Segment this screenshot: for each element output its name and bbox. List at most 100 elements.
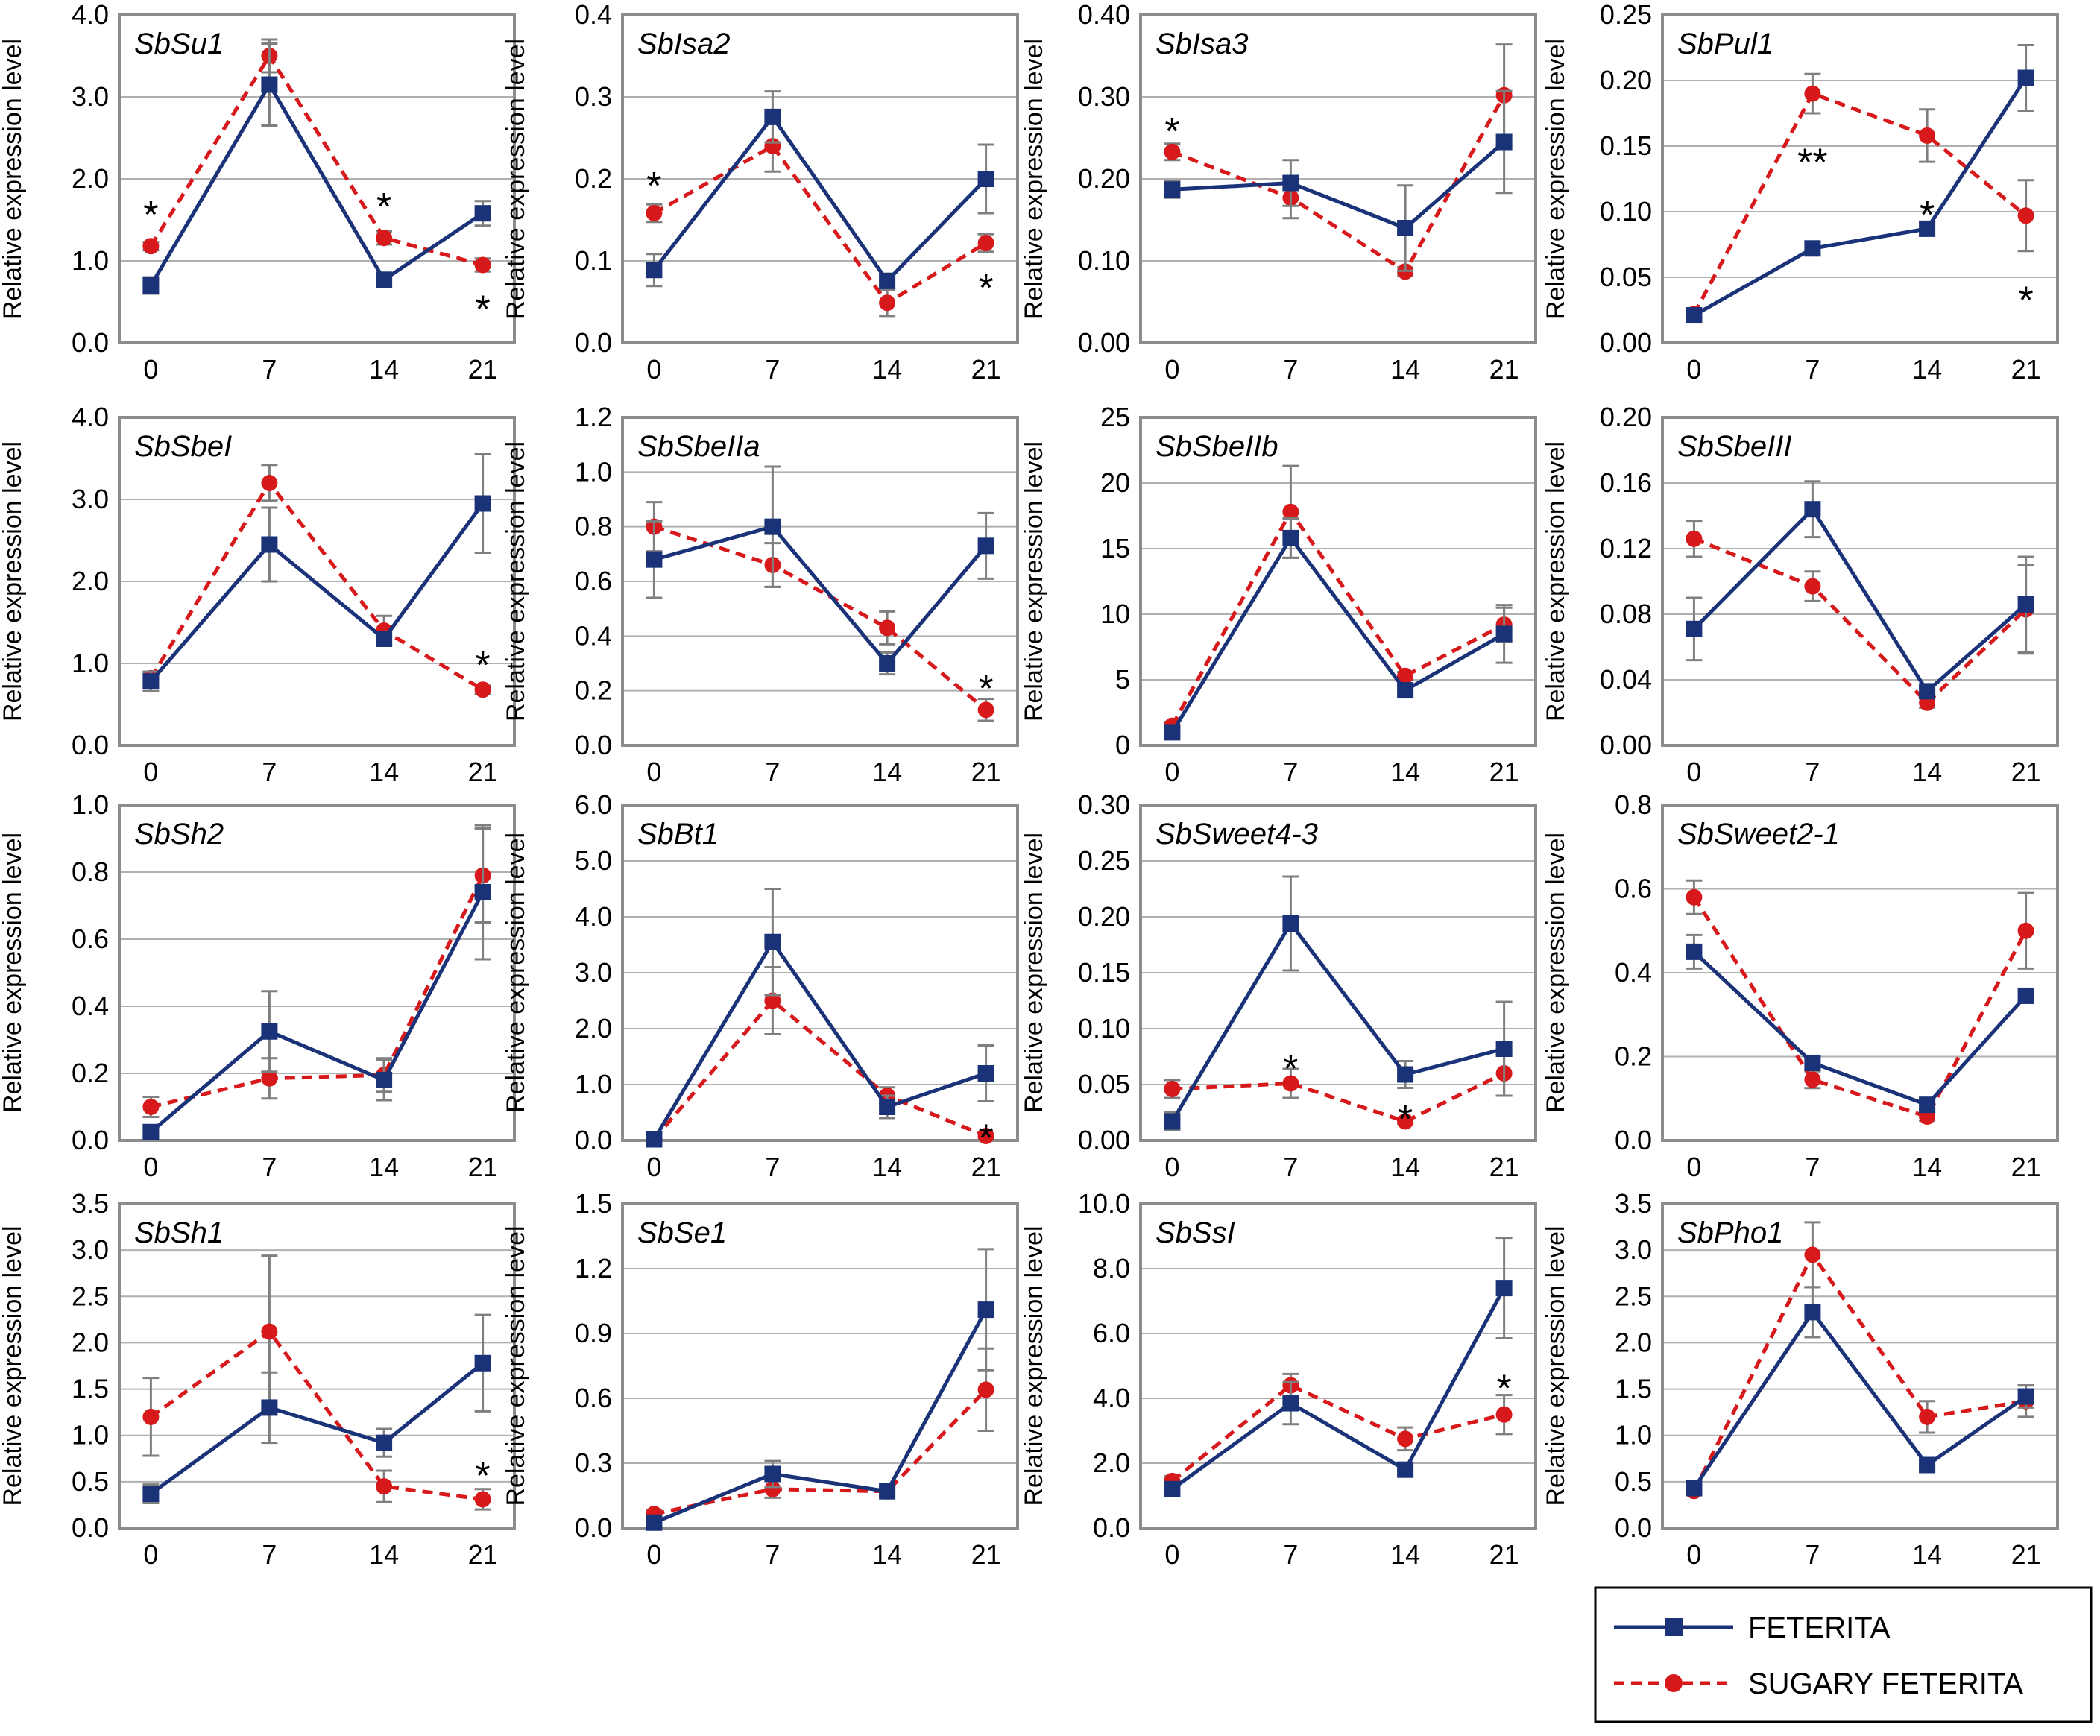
panel-sbsweet2-1: 0.0 0.2 0.4 0.6 0.8 0 7 14 21 Relative expression… <box>1542 789 2059 1182</box>
y-tick-label: 0.9 <box>575 1318 612 1348</box>
y-tick-label: 0.00 <box>1600 327 1652 358</box>
x-tick-label: 7 <box>765 1539 780 1570</box>
x-tick-label: 7 <box>1805 1539 1820 1570</box>
point-feterita <box>142 1486 160 1503</box>
y-tick-label: 3.0 <box>72 81 109 112</box>
point-feterita <box>474 205 491 222</box>
point-feterita <box>474 495 491 512</box>
panel-sbssi: 0.0 2.0 4.0 6.0 8.0 10.0 0 7 14 21 Relative expres… <box>1020 1188 1537 1570</box>
series-line-feterita <box>1692 950 2028 1107</box>
series-line-feterita <box>653 525 988 666</box>
point-feterita <box>977 1301 994 1319</box>
significance-marker: * <box>376 186 391 229</box>
y-tick-label: 3.5 <box>1615 1188 1652 1219</box>
point-sugary-feterita <box>764 992 781 1009</box>
legend-sugary-marker <box>1665 1674 1683 1692</box>
y-tick-label: 0.25 <box>1600 0 1652 30</box>
series-line-sugary-feterita <box>1172 1071 1505 1123</box>
y-tick-label: 0.4 <box>575 620 612 651</box>
point-feterita <box>1804 1304 1821 1321</box>
series-line-sugary-feterita <box>1692 896 2028 1119</box>
point-feterita <box>142 673 160 690</box>
point-sugary-feterita <box>1919 127 1936 144</box>
point-feterita <box>1686 943 1703 960</box>
series-line-sugary-feterita <box>1692 92 2028 315</box>
point-feterita <box>1282 1395 1299 1412</box>
point-feterita <box>376 1072 393 1088</box>
x-tick-label: 14 <box>1912 1152 1942 1182</box>
x-tick-label: 0 <box>143 354 158 385</box>
gene-title: SbSu1 <box>134 28 224 60</box>
y-tick-label: 0.6 <box>575 1383 612 1413</box>
y-tick-label: 0.4 <box>72 991 109 1021</box>
plot-frame <box>1139 416 1537 747</box>
x-tick-label: 0 <box>1164 354 1179 385</box>
series-line-feterita <box>1172 140 1506 230</box>
point-sugary-feterita <box>474 681 491 698</box>
gene-title: SbSbeIIa <box>637 430 760 463</box>
plot-frame <box>1661 1202 2059 1530</box>
panel-sbsbei: 0.0 1.0 2.0 3.0 4.0 0 7 14 21 Relative expression… <box>0 402 516 787</box>
y-tick-label: 0.25 <box>1078 845 1130 876</box>
point-feterita <box>1495 1280 1513 1297</box>
y-tick-label: 0.40 <box>1078 0 1130 30</box>
panel-sbisa2: 0.0 0.1 0.2 0.3 0.4 0 7 14 21 Relative expression… <box>502 0 1019 385</box>
series-line-sugary-feterita <box>150 874 485 1109</box>
point-sugary-feterita <box>1164 143 1181 160</box>
x-tick-label: 14 <box>872 1152 902 1182</box>
y-tick-label: 0.10 <box>1078 245 1130 276</box>
x-tick-label: 14 <box>872 1539 902 1570</box>
y-tick-label: 0.8 <box>72 856 109 887</box>
y-axis-label: Relative expression level <box>1542 39 1570 319</box>
panel-sbsbeiii: 0.00 0.04 0.08 0.12 0.16 0.20 0 7 14 21 Relative e… <box>1542 402 2059 787</box>
x-tick-label: 14 <box>369 1539 399 1570</box>
y-tick-label: 0.20 <box>1600 402 1652 432</box>
y-tick-label: 0.16 <box>1600 467 1652 498</box>
point-sugary-feterita <box>977 701 994 719</box>
x-tick-label: 21 <box>468 1539 498 1570</box>
point-sugary-feterita <box>1282 503 1299 520</box>
plot-frame <box>621 416 1019 747</box>
y-tick-label: 0.0 <box>575 327 612 358</box>
gene-title: SbBt1 <box>637 818 719 850</box>
y-tick-label: 5.0 <box>575 845 612 876</box>
y-tick-label: 1.0 <box>72 789 109 820</box>
x-tick-label: 0 <box>1164 757 1179 787</box>
y-tick-label: 0.2 <box>72 1058 109 1088</box>
y-tick-label: 3.0 <box>575 957 612 988</box>
x-tick-label: 14 <box>1390 354 1420 385</box>
point-sugary-feterita <box>977 1381 994 1398</box>
point-sugary-feterita <box>646 204 663 221</box>
panel-sbsbeiia: 0.0 0.2 0.4 0.6 0.8 1.0 1.2 0 7 14 21 Relative expr… <box>502 402 1019 787</box>
point-sugary-feterita <box>1804 1246 1821 1263</box>
point-sugary-feterita <box>2017 207 2034 224</box>
significance-marker: * <box>1164 110 1179 154</box>
x-tick-label: 14 <box>1390 757 1420 787</box>
point-feterita <box>879 655 896 672</box>
gene-title: SbSh2 <box>134 818 224 850</box>
y-tick-label: 0.30 <box>1078 81 1130 112</box>
y-tick-label: 3.0 <box>72 484 109 514</box>
point-feterita <box>764 518 781 535</box>
point-sugary-feterita <box>879 619 896 637</box>
significance-marker: * <box>1398 1098 1413 1141</box>
significance-marker: * <box>978 1117 993 1161</box>
y-tick-label: 1.2 <box>575 1253 612 1284</box>
y-tick-label: 0.2 <box>575 163 612 194</box>
y-tick-label: 1.2 <box>575 402 612 432</box>
point-feterita <box>1919 683 1936 700</box>
y-axis-label: Relative expression level <box>0 441 27 722</box>
point-feterita <box>261 1023 278 1040</box>
gene-title: SbSbeI <box>134 430 232 463</box>
point-sugary-feterita <box>1804 578 1821 595</box>
y-tick-label: 1.5 <box>575 1188 612 1219</box>
x-tick-label: 21 <box>1489 354 1519 385</box>
y-tick-label: 0.6 <box>1615 874 1652 904</box>
y-tick-label: 1.0 <box>1615 1420 1652 1451</box>
plot-frame <box>1139 13 1537 344</box>
significance-marker: * <box>646 165 661 208</box>
series-line-feterita <box>1170 921 1505 1123</box>
point-feterita <box>1397 682 1414 699</box>
y-tick-label: 5 <box>1115 664 1130 695</box>
plot-frame <box>118 416 516 747</box>
